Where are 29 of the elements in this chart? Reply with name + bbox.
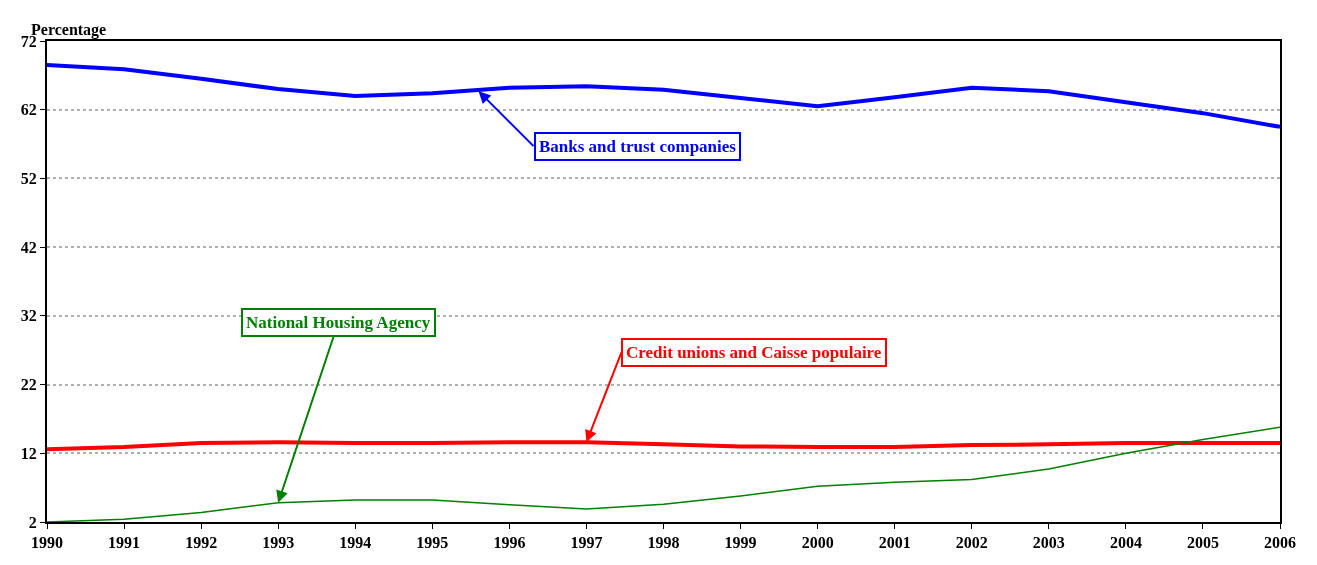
x-tick-label: 1993 bbox=[262, 534, 295, 552]
x-tick-label: 1996 bbox=[493, 534, 526, 552]
x-tick-label: 2005 bbox=[1186, 534, 1219, 552]
x-tick-label: 1994 bbox=[339, 534, 372, 552]
x-tick-label: 2004 bbox=[1109, 534, 1142, 552]
x-tick-label: 2001 bbox=[878, 534, 911, 552]
y-tick-label: 2 bbox=[28, 513, 37, 531]
x-tick-label: 1990 bbox=[31, 534, 63, 552]
x-tick-label: 2002 bbox=[955, 534, 988, 552]
x-tick-label: 1998 bbox=[647, 534, 680, 552]
annotation: Credit unions and Caisse populaire bbox=[626, 343, 882, 362]
x-tick-label: 1992 bbox=[185, 534, 218, 552]
y-tick-label: 52 bbox=[20, 170, 37, 188]
annotation: Banks and trust companies bbox=[539, 137, 737, 156]
y-tick-label: 32 bbox=[20, 307, 37, 325]
x-tick-label: 2003 bbox=[1032, 534, 1065, 552]
x-tick-label: 1997 bbox=[570, 534, 603, 552]
y-tick-label: 42 bbox=[20, 238, 37, 256]
x-tick-label: 1999 bbox=[724, 534, 757, 552]
line-series bbox=[47, 63, 1280, 129]
x-tick-label: 1995 bbox=[416, 534, 449, 552]
line-series bbox=[47, 426, 1280, 522]
annotation: National Housing Agency bbox=[246, 313, 431, 332]
y-tick-label: 62 bbox=[20, 101, 37, 119]
x-tick-label: 2000 bbox=[801, 534, 834, 552]
y-tick-label: 12 bbox=[20, 444, 37, 462]
x-tick-label: 1991 bbox=[108, 534, 141, 552]
x-tick-label: 2006 bbox=[1264, 534, 1296, 552]
y-tick-label: 22 bbox=[20, 376, 37, 394]
